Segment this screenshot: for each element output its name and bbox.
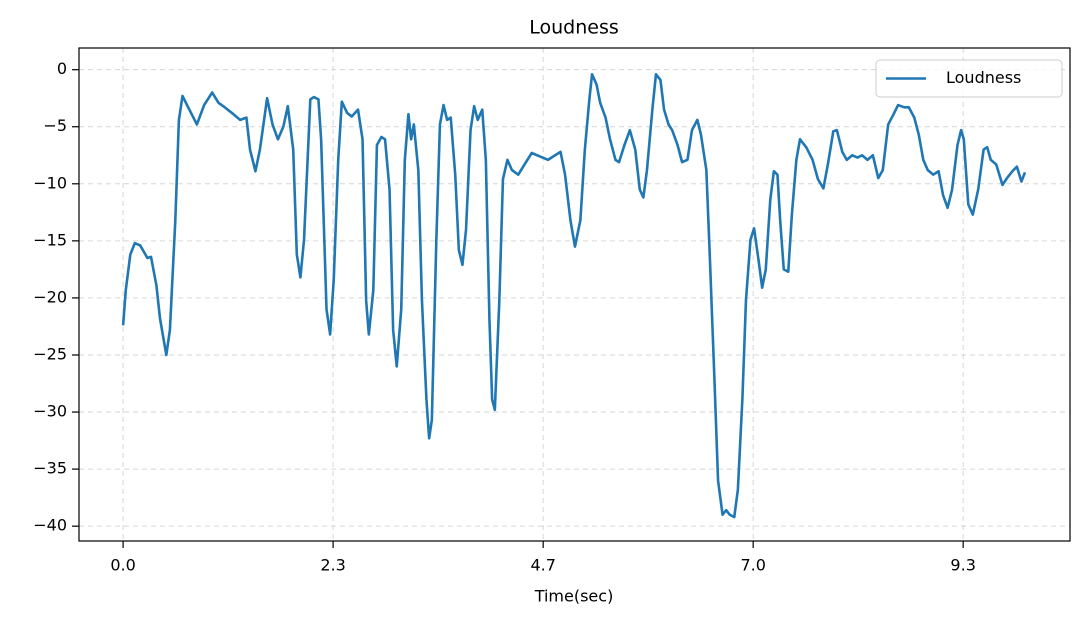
y-tick-label: −20 — [33, 287, 67, 306]
legend-label: Loudness — [946, 68, 1021, 87]
y-tick-label: −25 — [33, 344, 67, 363]
plot-frame — [78, 47, 1071, 542]
chart-title: Loudness — [529, 17, 619, 39]
x-tick-label: 7.0 — [740, 556, 765, 575]
x-tick-label: 2.3 — [320, 556, 345, 575]
y-tick-label: −10 — [33, 173, 67, 192]
x-tick-label: 4.7 — [530, 556, 555, 575]
x-tick-label: 0.0 — [110, 556, 135, 575]
x-tick-label: 9.3 — [950, 556, 975, 575]
x-axis-label: Time(sec) — [534, 587, 614, 606]
y-tick-label: −15 — [33, 230, 67, 249]
line-series — [121, 72, 1027, 519]
legend-box — [875, 59, 1063, 98]
y-tick-label: 0 — [57, 59, 67, 78]
y-tick-label: −35 — [33, 459, 67, 478]
y-tick-label: −5 — [43, 116, 67, 135]
y-tick-label: −40 — [33, 516, 67, 535]
y-tick-label: −30 — [33, 402, 67, 421]
